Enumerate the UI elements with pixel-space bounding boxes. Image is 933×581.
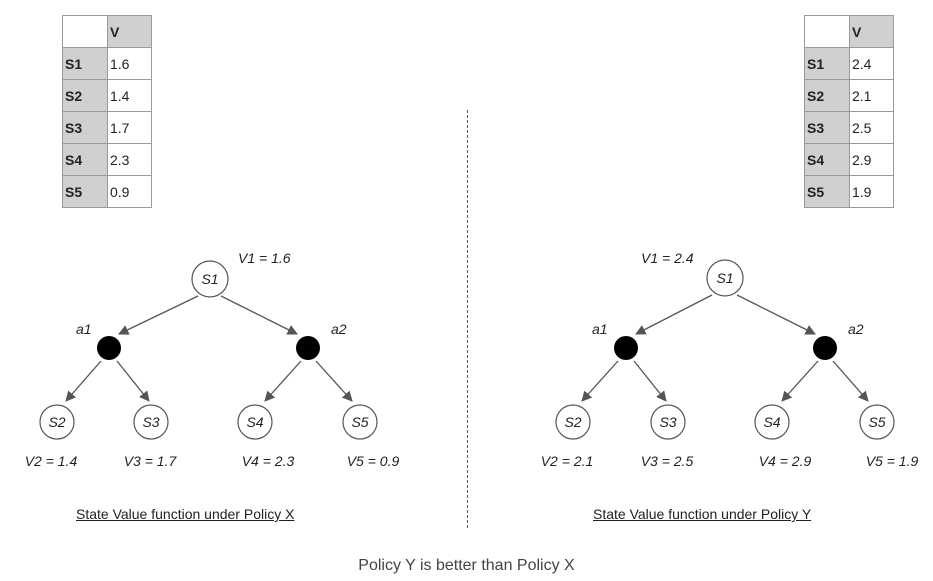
table-row: S5 0.9	[62, 175, 152, 208]
action-node-a1	[614, 336, 638, 360]
state-label: S3	[142, 414, 159, 430]
conclusion-text: Policy Y is better than Policy X	[358, 557, 575, 574]
row-state: S5	[804, 175, 850, 208]
edge-s1-a1	[118, 295, 199, 335]
row-value: 2.5	[849, 111, 894, 144]
table-row: S1 1.6	[62, 47, 152, 80]
state-node-s2	[39, 404, 75, 440]
row-value: 1.9	[849, 175, 894, 208]
row-state: S5	[62, 175, 108, 208]
edge-a2-s5	[832, 360, 869, 402]
state-label: S4	[763, 414, 780, 430]
state-label: S5	[868, 414, 885, 430]
state-node-s5	[859, 404, 895, 440]
value-table-policy-x: V S1 1.6 S2 1.4 S3 1.7 S4 2.3 S5 0.9	[62, 15, 152, 208]
edge-a1-s3	[116, 360, 150, 402]
edge-s1-a2	[736, 294, 816, 335]
state-node-s3	[650, 404, 686, 440]
action-node-a1	[97, 336, 121, 360]
table-row: S1 2.4	[804, 47, 894, 80]
table-row: S2 2.1	[804, 79, 894, 112]
state-node-s1	[706, 259, 744, 297]
action-label: a1	[76, 321, 92, 337]
row-value: 1.4	[107, 79, 152, 112]
table-row: S5 1.9	[804, 175, 894, 208]
action-node-a2	[813, 336, 837, 360]
row-value: 0.9	[107, 175, 152, 208]
table-row: S4 2.3	[62, 143, 152, 176]
leaf-value-label: V2 = 1.4	[25, 453, 78, 469]
state-node-s4	[754, 404, 790, 440]
state-label: S1	[201, 271, 218, 287]
row-state: S3	[62, 111, 108, 144]
table-row: S2 1.4	[62, 79, 152, 112]
state-node-s4	[237, 404, 273, 440]
root-value-label: V1 = 1.6	[238, 250, 291, 266]
edge-s1-a1	[635, 294, 713, 335]
state-label: S2	[564, 414, 581, 430]
leaf-value-label: V4 = 2.9	[759, 453, 812, 469]
state-node-s5	[342, 404, 378, 440]
row-state: S2	[804, 79, 850, 112]
row-value: 2.1	[849, 79, 894, 112]
row-value: 2.4	[849, 47, 894, 80]
tree-policy-y: S1 V1 = 2.4 a1 a2 S2 S3 S4 S5 V2 = 2.1 V…	[541, 250, 919, 469]
edge-a1-s2	[65, 360, 102, 402]
leaf-value-label: V2 = 2.1	[541, 453, 594, 469]
row-value: 1.7	[107, 111, 152, 144]
edge-a1-s3	[633, 360, 667, 402]
root-value-label: V1 = 2.4	[641, 250, 694, 266]
state-node-s2	[555, 404, 591, 440]
state-label: S3	[659, 414, 676, 430]
section-divider	[467, 110, 468, 528]
row-value: 1.6	[107, 47, 152, 80]
table-row: S3 2.5	[804, 111, 894, 144]
table-corner-cell	[62, 15, 108, 48]
caption-policy-y: State Value function under Policy Y	[593, 506, 812, 522]
edge-a1-s2	[581, 360, 619, 402]
leaf-value-label: V4 = 2.3	[242, 453, 295, 469]
value-table-policy-y: V S1 2.4 S2 2.1 S3 2.5 S4 2.9 S5 1.9	[804, 15, 894, 208]
row-value: 2.3	[107, 143, 152, 176]
row-state: S2	[62, 79, 108, 112]
edge-a2-s5	[315, 360, 353, 402]
row-state: S3	[804, 111, 850, 144]
state-label: S1	[716, 270, 733, 286]
leaf-value-label: V3 = 1.7	[124, 453, 178, 469]
row-value: 2.9	[849, 143, 894, 176]
edge-s1-a2	[220, 295, 298, 335]
state-label: S5	[351, 414, 368, 430]
edge-a2-s4	[781, 360, 819, 402]
state-node-s1	[191, 260, 229, 298]
leaf-value-label: V5 = 0.9	[347, 453, 400, 469]
action-label: a1	[592, 321, 608, 337]
leaf-value-label: V5 = 1.9	[866, 453, 919, 469]
edge-a2-s4	[264, 360, 302, 402]
state-label: S2	[48, 414, 65, 430]
action-node-a2	[296, 336, 320, 360]
caption-policy-x: State Value function under Policy X	[76, 506, 295, 522]
row-state: S1	[62, 47, 108, 80]
state-label: S4	[246, 414, 263, 430]
action-label: a2	[331, 321, 347, 337]
state-node-s3	[133, 404, 169, 440]
action-label: a2	[848, 321, 864, 337]
table-header-v: V	[849, 15, 894, 48]
table-row: S3 1.7	[62, 111, 152, 144]
tree-policy-x: S1 V1 = 1.6 a1 a2 S2 S3 S4 S5 V2 = 1.4 V…	[25, 250, 400, 469]
leaf-value-label: V3 = 2.5	[641, 453, 694, 469]
